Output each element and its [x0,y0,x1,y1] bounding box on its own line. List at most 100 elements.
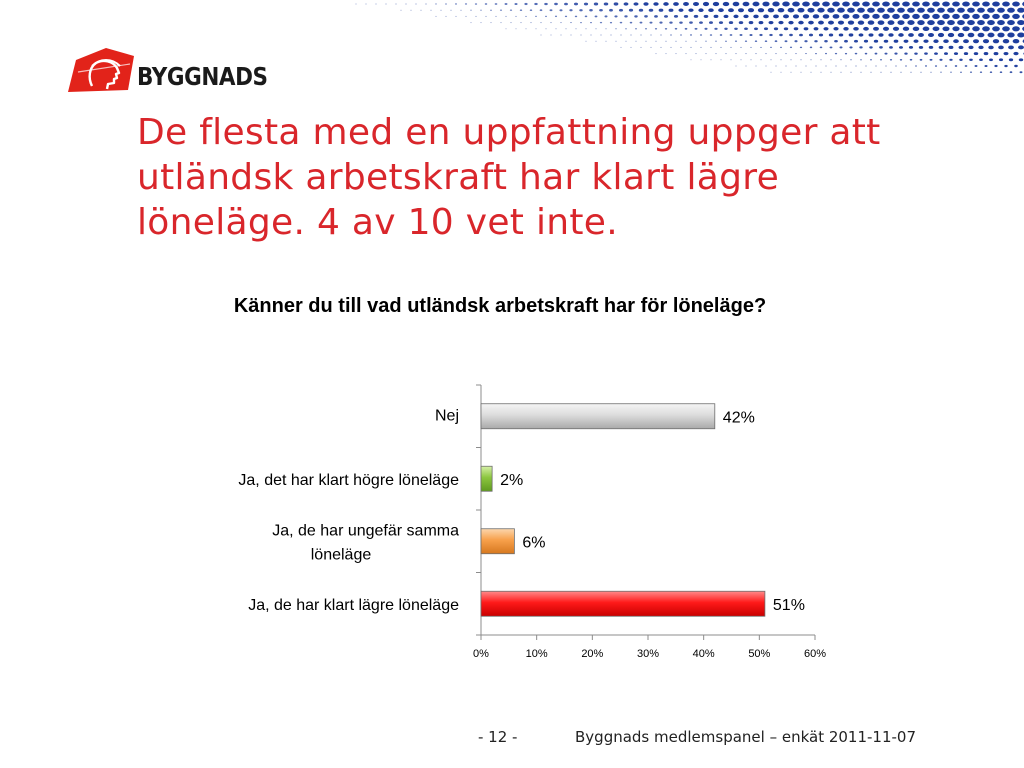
decorative-dot [1003,51,1009,56]
decorative-dot [740,46,742,48]
decorative-dot [904,52,908,55]
decorative-dot [827,7,835,13]
decorative-dot [874,52,878,55]
decorative-dot [823,27,829,31]
decorative-dot [819,46,823,49]
decorative-dot [745,65,747,67]
decorative-dot [767,8,775,13]
decorative-dot [847,20,855,25]
decorative-dot [892,13,900,19]
decorative-dot [1002,1,1010,7]
decorative-dot [802,1,810,7]
decorative-dot [490,22,492,24]
decorative-dot [744,27,748,31]
decorative-dot [715,53,717,55]
decorative-dot [944,52,948,55]
decorative-dot [664,15,668,18]
decorative-dot [604,15,608,18]
decorative-dot [524,2,528,6]
decorative-dot [928,45,934,49]
decorative-dot [702,1,710,7]
decorative-dot [593,2,599,6]
decorative-dot [882,1,890,7]
decorative-dot [870,71,872,73]
decorative-dot [644,28,648,30]
decorative-dot [978,45,984,50]
decorative-dot [878,33,884,37]
decorative-dot [738,21,744,25]
decorative-dot [924,52,928,55]
decorative-dot [603,2,609,6]
byggnads-logo [68,48,134,92]
decorative-dot [820,59,822,61]
decorative-dot [550,22,552,24]
decorative-dot [809,46,813,49]
decorative-dot [589,9,593,12]
decorative-dot [973,52,979,56]
decorative-dot [795,53,797,55]
decorative-dot [830,59,832,61]
decorative-dot [853,26,859,31]
decorative-dot [940,71,942,73]
decorative-dot [573,2,579,6]
decorative-dot [762,1,770,7]
decorative-dot [1002,26,1010,32]
decorative-dot [638,8,644,12]
decorative-dot [988,45,994,50]
decorative-dot [564,15,568,18]
decorative-dot [917,7,925,13]
decorative-dot [800,59,802,61]
decorative-dot [750,59,752,61]
decorative-dot [817,7,825,13]
decorative-dot [957,20,965,26]
decorative-dot [828,33,834,37]
decorative-dot [800,71,802,73]
decorative-dot [894,52,898,55]
decorative-dot [862,13,870,19]
decorative-dot [734,27,738,30]
decorative-dot [689,34,693,36]
decorative-dot [685,53,687,55]
decorative-dot [660,46,662,48]
decorative-dot [889,59,893,61]
decorative-dot [485,15,487,17]
decorative-dot [624,15,628,18]
decorative-dot [450,9,452,11]
decorative-dot [899,46,903,49]
decorative-dot [673,2,679,6]
decorative-dot-pattern [355,1,1024,74]
decorative-dot [475,15,477,17]
decorative-dot [753,14,759,19]
decorative-dot [435,3,437,5]
decorative-dot [772,1,780,7]
decorative-dot [505,15,507,17]
decorative-dot [590,34,592,36]
decorative-dot [440,9,442,11]
decorative-dot [609,21,613,24]
x-tick-label: 0% [473,648,489,660]
decorative-dot [818,33,824,37]
decorative-dot [905,65,907,67]
decorative-dot [867,20,875,25]
decorative-dot [953,39,959,44]
decorative-dot [839,46,843,49]
decorative-dot [1008,58,1014,62]
decorative-dot [743,14,749,19]
decorative-dot [765,65,767,67]
decorative-dot [864,52,868,55]
decorative-dot [833,27,839,31]
decorative-dot [840,59,842,61]
decorative-dot [658,8,664,12]
decorative-dot [835,65,837,67]
decorative-dot [872,1,880,7]
decorative-dot [919,58,923,61]
decorative-dot [927,7,935,13]
decorative-dot [1019,71,1023,74]
decorative-dot [969,71,973,73]
decorative-dot [718,8,724,13]
decorative-dot [690,59,692,61]
decorative-dot [863,39,869,43]
decorative-dot [937,7,945,13]
decorative-dot [962,26,970,32]
decorative-dot [912,1,920,7]
